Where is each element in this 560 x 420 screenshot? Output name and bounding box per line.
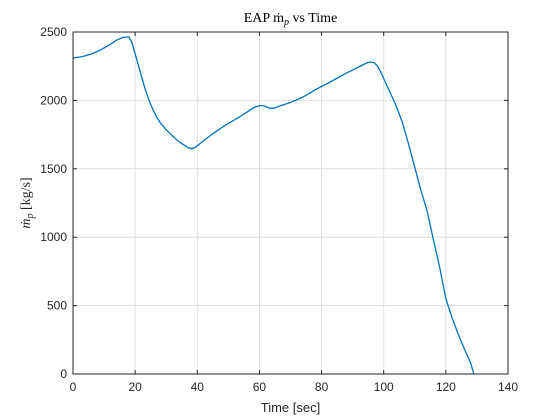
y-tick-label: 1000 <box>40 230 67 244</box>
chart-title-subscript: p <box>283 17 289 28</box>
plot-area <box>73 32 508 374</box>
y-axis-label-suffix: [kg/s] <box>19 177 34 213</box>
y-axis-label: ṁp [kg/s] <box>19 177 36 228</box>
y-tick-label: 1500 <box>40 162 67 176</box>
x-tick-label: 0 <box>70 380 77 394</box>
x-tick-label: 60 <box>253 380 267 394</box>
y-tick-label: 2000 <box>40 93 67 107</box>
plot-frame <box>72 31 509 375</box>
x-tick-label: 40 <box>191 380 205 394</box>
x-tick-label: 100 <box>374 380 394 394</box>
x-tick-label: 20 <box>128 380 142 394</box>
series-line <box>72 36 475 375</box>
x-tick-label: 120 <box>436 380 456 394</box>
x-axis-label: Time [sec] <box>261 400 320 415</box>
y-tick-label: 500 <box>47 299 67 313</box>
chart-title-suffix: vs Time <box>289 11 337 26</box>
y-tick-label: 2500 <box>40 25 67 39</box>
y-axis-label-subscript: p <box>25 214 36 220</box>
chart-title: EAP ṁp vs Time <box>244 11 338 28</box>
ticks: 0 20 40 60 80 100 120 140 0 500 1000 1500 2000 2500 <box>40 25 518 394</box>
x-tick-label: 140 <box>498 380 518 394</box>
y-tick-label: 0 <box>60 367 67 381</box>
x-tick-label: 80 <box>315 380 329 394</box>
